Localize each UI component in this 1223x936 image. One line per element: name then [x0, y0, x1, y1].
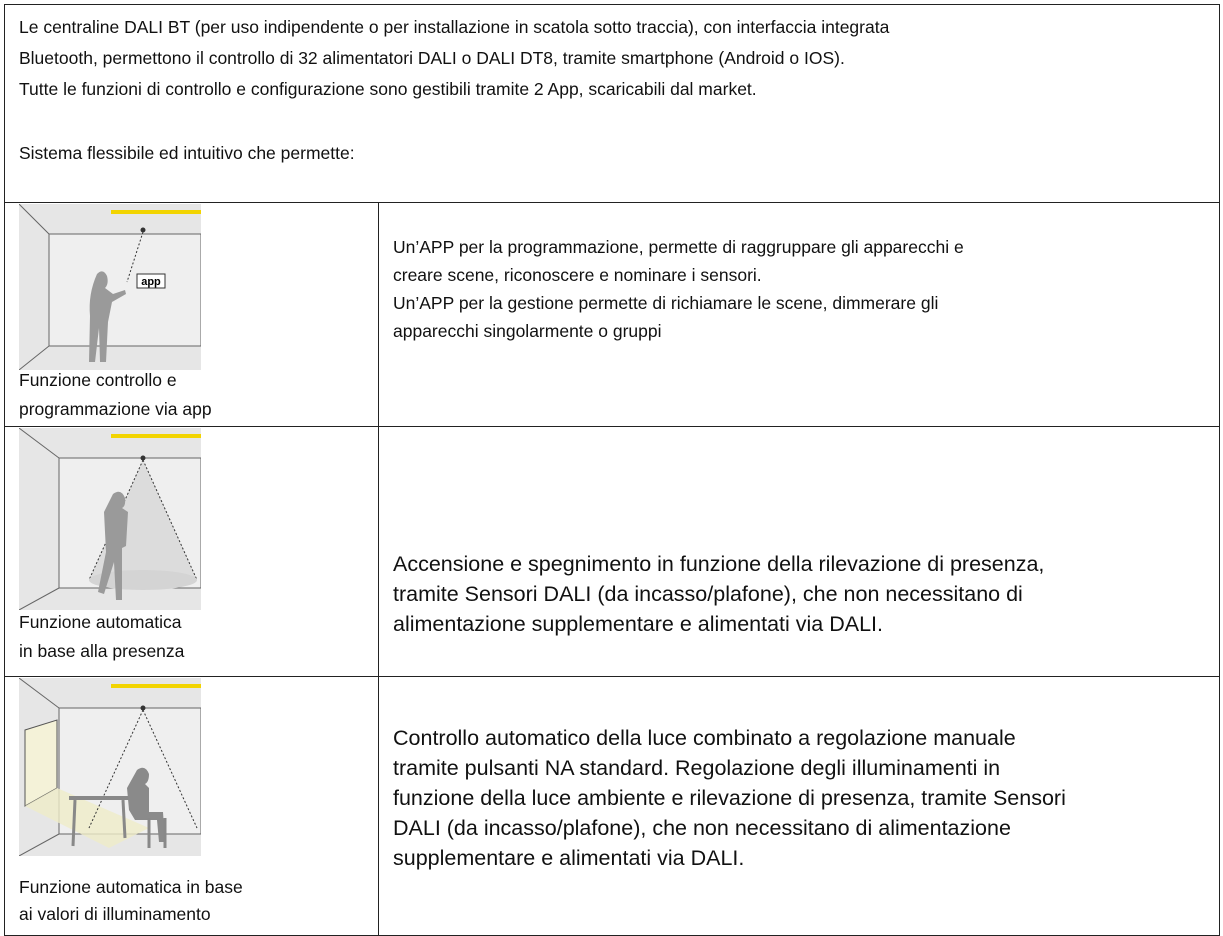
- caption-line: ai valori di illuminamento: [19, 904, 211, 924]
- intro-line: Le centraline DALI BT (per uso indipende…: [19, 17, 890, 37]
- description-line: tramite pulsanti NA standard. Regolazion…: [393, 756, 1001, 780]
- image-label: app: [141, 276, 161, 288]
- description-line: alimentazione supplementare e alimentati…: [393, 612, 883, 636]
- illustration: app: [19, 204, 201, 370]
- intro-line: Tutte le funzioni di controllo e configu…: [19, 79, 757, 99]
- description-line: DALI (da incasso/plafone), che non neces…: [393, 816, 1011, 840]
- description-line: Un’APP per la gestione permette di richi…: [393, 293, 939, 313]
- caption-line: Funzione automatica in base: [19, 877, 243, 897]
- caption-line: in base alla presenza: [19, 641, 185, 661]
- illustration: [19, 678, 201, 856]
- description-line: Un’APP per la programmazione, permette d…: [393, 237, 964, 257]
- illustration: [19, 428, 201, 610]
- text-cell: [378, 202, 1220, 427]
- caption-line: Funzione controllo e: [19, 370, 177, 390]
- description-line: funzione della luce ambiente e rilevazio…: [393, 786, 1066, 810]
- description-line: Controllo automatico della luce combinat…: [393, 726, 1016, 750]
- description-line: Accensione e spegnimento in funzione del…: [393, 552, 1045, 576]
- intro-line: Bluetooth, permettono il controllo di 32…: [19, 48, 845, 68]
- description-line: supplementare e alimentati via DALI.: [393, 846, 745, 870]
- intro-line: Sistema flessibile ed intuitivo che perm…: [19, 143, 355, 163]
- description-line: creare scene, riconoscere e nominare i s…: [393, 265, 762, 285]
- description-line: apparecchi singolarmente o gruppi: [393, 321, 662, 341]
- description-line: tramite Sensori DALI (da incasso/plafone…: [393, 582, 1023, 606]
- caption-line: programmazione via app: [19, 399, 212, 419]
- caption-line: Funzione automatica: [19, 612, 182, 632]
